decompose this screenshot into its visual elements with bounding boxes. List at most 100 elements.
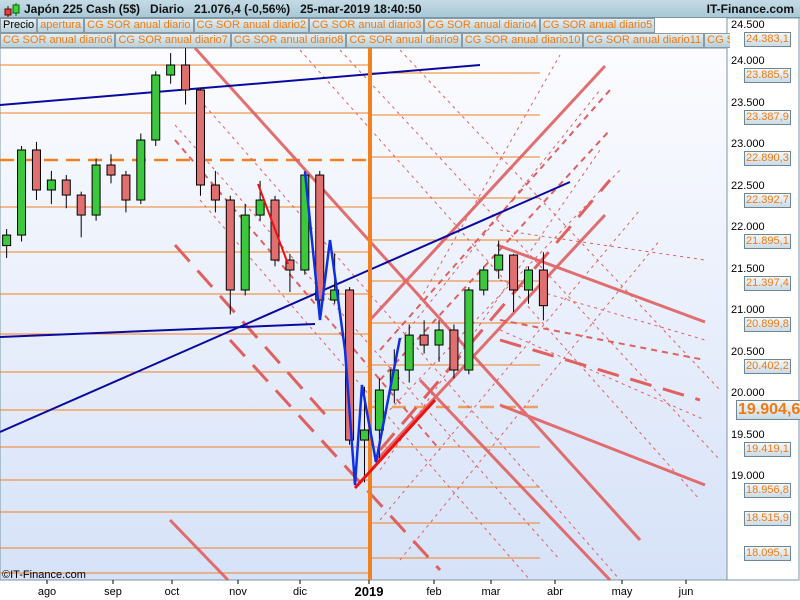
candle-body <box>17 149 27 236</box>
candle-body <box>61 179 71 196</box>
legend-item[interactable]: CG SOR anual diario4 <box>424 18 540 33</box>
price-level-label: 18.956,8 <box>744 483 791 498</box>
legend-item[interactable]: CG SOR anual diario9 <box>346 33 462 48</box>
legend-row-2: CG SOR anual diario6 CG SOR anual diario… <box>0 33 730 48</box>
y-tick-label: 23.000 <box>731 138 765 150</box>
candle-body <box>76 194 86 216</box>
legend-item[interactable]: CG SOR anual diario5 <box>539 18 656 33</box>
y-tick-label: 21.500 <box>731 262 765 275</box>
candle-body <box>285 259 295 271</box>
candle-body <box>255 199 265 216</box>
price-level-label: 19.904,6 <box>736 400 800 420</box>
legend-item[interactable]: CG SOR anual diario7 <box>115 33 231 48</box>
y-tick-label: 24.500 <box>731 19 765 31</box>
candle-body <box>315 174 325 301</box>
x-tick-label: ago <box>37 586 57 598</box>
candle-body <box>404 334 414 371</box>
x-tick-label: may <box>611 586 633 598</box>
candle-body <box>538 269 548 307</box>
red-trendline <box>257 183 289 265</box>
candle-body <box>359 429 369 441</box>
price-level-label: 21.895,1 <box>744 234 791 249</box>
candle-body <box>225 199 235 291</box>
candle-body <box>494 254 504 271</box>
candlestick-logo-icon <box>4 3 20 17</box>
x-tick-label: feb <box>426 586 442 598</box>
legend-item[interactable]: CG SOR anual diario11 <box>583 33 705 48</box>
price-level-label: 23.885,5 <box>744 68 791 83</box>
x-tick-label: abr <box>547 586 563 598</box>
candle-body <box>31 149 41 191</box>
x-tick-label: dic <box>292 586 308 598</box>
level-lines <box>0 64 540 574</box>
y-tick-label: 19.000 <box>731 470 765 482</box>
candle-body <box>210 184 220 201</box>
price-level-label: 20.402,2 <box>744 358 791 374</box>
price-level-label: 23.387,9 <box>744 109 791 125</box>
plot-area <box>0 47 728 581</box>
dotted-channel-lines <box>174 49 721 581</box>
candles <box>2 25 548 483</box>
x-tick-label: nov <box>229 586 247 598</box>
candle-body <box>195 89 205 186</box>
legend-item[interactable]: CG SOR anual diario <box>84 18 194 33</box>
price-level-label: 21.397,4 <box>744 275 791 291</box>
y-tick-label: 24.000 <box>731 55 765 67</box>
blue-trendlines <box>0 64 571 433</box>
red-support-line <box>353 398 437 490</box>
y-tick-label: 22.500 <box>731 179 765 192</box>
y-tick-label: 19.500 <box>731 428 765 441</box>
candle-body <box>479 269 489 291</box>
legend-item[interactable]: Precio <box>0 18 38 33</box>
copyright: ©IT-Finance.com <box>2 569 86 581</box>
legend-item[interactable]: CG SOR anual <box>704 33 730 48</box>
candle-body <box>151 74 161 141</box>
candle-body <box>464 289 474 371</box>
chart-title: Japón 225 Cash (5$) Diario 21.076,4 (-0,… <box>24 2 422 16</box>
x-tick-label: mar <box>481 586 501 598</box>
solid-channel-lines <box>168 46 706 582</box>
candle-body <box>136 139 146 201</box>
x-tick-label: jun <box>678 586 694 598</box>
candle-body <box>46 179 56 191</box>
y-tick-label: 20.500 <box>731 345 765 358</box>
x-tick-label: 2019 <box>354 584 384 599</box>
legend-item[interactable]: CG SOR anual diario8 <box>230 33 347 48</box>
legend-item[interactable]: CG SOR anual diario2 <box>193 18 309 33</box>
x-tick-label: sep <box>104 586 122 598</box>
y-tick-label: 21.000 <box>731 304 765 316</box>
candle-body <box>419 334 429 346</box>
price-level-label: 20.899,8 <box>744 317 791 332</box>
price-level-label: 22.890,3 <box>744 151 791 166</box>
y-tick-label: 23.500 <box>731 96 765 109</box>
brand: IT-Finance.com <box>706 2 794 16</box>
candle-body <box>106 164 116 176</box>
legend-item[interactable]: CG SOR anual diario10 <box>461 33 584 48</box>
candle-body <box>434 329 444 346</box>
candle-body <box>523 269 533 291</box>
candle-body <box>509 254 519 291</box>
candle-body <box>181 64 191 91</box>
blue-zigzag <box>303 171 402 486</box>
price-level-label: 19.419,1 <box>744 441 791 457</box>
legend-row-1: Precio apertura CG SOR anual diario CG S… <box>0 18 730 33</box>
price-level-label: 18.095,1 <box>744 546 791 562</box>
price-level-label: 22.392,7 <box>744 192 791 208</box>
y-tick-label: 22.000 <box>731 221 765 233</box>
candle-body <box>91 164 101 216</box>
candle-body <box>374 389 384 431</box>
price-level-label: 24.383,1 <box>744 32 791 47</box>
long-dash-channel-lines <box>173 179 701 572</box>
legend-item[interactable]: CG SOR anual diario3 <box>308 18 425 33</box>
candle-body <box>240 214 250 291</box>
price-level-label: 18.515,9 <box>744 511 791 527</box>
candle-body <box>449 329 459 371</box>
x-axis-ticks <box>46 580 687 584</box>
y-tick-label: 20.000 <box>731 387 765 399</box>
legend-item[interactable]: CG SOR anual diario6 <box>0 33 116 48</box>
legend-item[interactable]: apertura <box>37 18 85 33</box>
candle-body <box>2 234 12 247</box>
candle-body <box>121 174 131 201</box>
candle-body <box>166 64 176 76</box>
